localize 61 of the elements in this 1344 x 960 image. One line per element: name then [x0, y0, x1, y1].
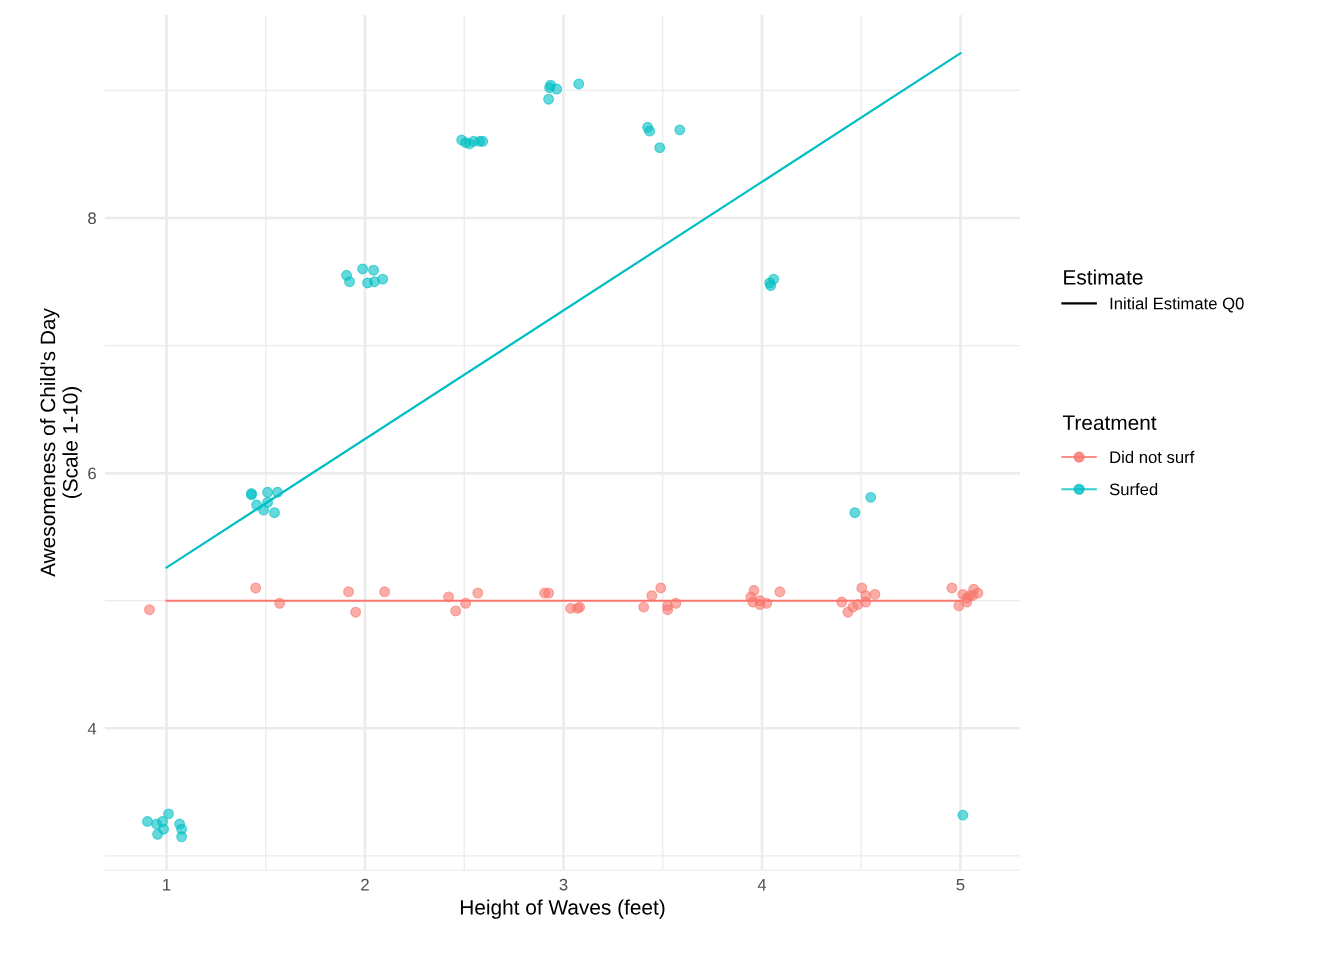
y-tick-label: 8: [88, 212, 96, 225]
point: [262, 497, 274, 508]
point: [158, 823, 170, 835]
text: Estimate: [1064, 269, 1143, 285]
point: [774, 586, 786, 598]
point: [176, 831, 188, 843]
point: [836, 596, 848, 608]
point: [543, 93, 555, 105]
point: [543, 587, 555, 599]
point: [250, 582, 262, 594]
legend-label: Initial Estimate Q0: [1110, 297, 1244, 313]
point: [357, 263, 369, 275]
point: [472, 587, 484, 599]
point: [350, 606, 362, 618]
legend-label: Did not surf: [1110, 450, 1195, 464]
point: [849, 507, 861, 519]
point: [269, 507, 280, 519]
point: [654, 142, 666, 154]
point: [946, 582, 958, 594]
point: [670, 597, 682, 609]
point: [748, 585, 760, 596]
point: [655, 582, 667, 594]
point: [644, 125, 656, 137]
y-axis-title: Awesomeness of Child's Day (Scale 1-10): [39, 308, 82, 577]
point: [443, 591, 455, 603]
point: [573, 78, 585, 90]
x-tick-label: 4: [757, 878, 767, 891]
legend-label: Surfed: [1109, 483, 1158, 496]
point: [761, 597, 773, 609]
point: [368, 264, 380, 276]
x-axis-title: Height of Waves (feet): [460, 899, 665, 919]
point: [662, 604, 674, 616]
y-tick-label: 4: [87, 722, 97, 735]
point: [860, 596, 872, 608]
point: [674, 124, 686, 136]
x-tick-label: 5: [956, 878, 965, 891]
x-tick-label: 2: [361, 878, 369, 891]
point: [262, 486, 274, 498]
point: [274, 597, 286, 609]
point: [638, 601, 650, 613]
y-tick-label: 6: [88, 467, 96, 480]
point: [460, 597, 472, 609]
point: [377, 273, 389, 285]
point: [957, 809, 969, 821]
point: [163, 808, 174, 820]
point: [972, 587, 984, 599]
point: [143, 604, 155, 616]
point: [768, 273, 780, 285]
point: [343, 586, 355, 598]
point: [142, 816, 153, 827]
x-tick-label: 1: [163, 878, 171, 891]
legend-title: Treatment: [1062, 415, 1157, 431]
point: [450, 605, 462, 617]
point: [258, 504, 270, 516]
point: [869, 588, 881, 600]
x-tick-label: 3: [559, 878, 568, 891]
point: [551, 83, 563, 95]
point: [379, 586, 391, 598]
point: [865, 491, 877, 503]
point: [272, 486, 283, 498]
point: [344, 276, 355, 288]
